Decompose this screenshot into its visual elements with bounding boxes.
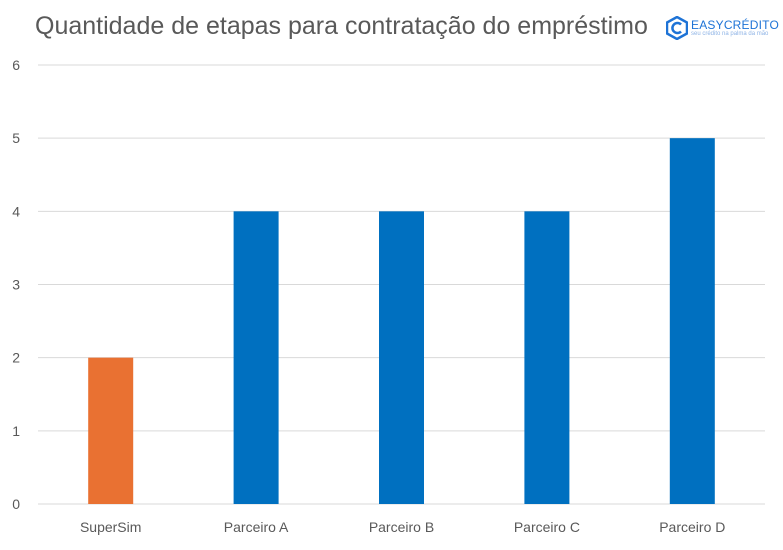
logo-hexagon-icon xyxy=(666,16,688,40)
logo-name: EASYCRÉDITO xyxy=(691,17,779,32)
x-tick-label: Parceiro C xyxy=(514,519,580,535)
x-tick-label: Parceiro D xyxy=(659,519,725,535)
logo-tagline: seu crédito na palma da mão xyxy=(691,30,769,37)
bar-parceiro-b xyxy=(379,211,424,505)
y-tick-label: 6 xyxy=(12,57,20,73)
bar-parceiro-d xyxy=(669,138,715,504)
bar-parceiro-a xyxy=(233,211,279,505)
y-tick-label: 0 xyxy=(12,496,20,512)
bar-supersim xyxy=(88,357,134,504)
x-tick-label: SuperSim xyxy=(80,519,141,535)
bar-parceiro-c xyxy=(524,211,570,505)
y-tick-label: 4 xyxy=(12,203,20,219)
x-tick-label: Parceiro B xyxy=(369,519,434,535)
y-tick-label: 1 xyxy=(12,423,20,439)
y-tick-label: 5 xyxy=(12,130,20,146)
chart-title: Quantidade de etapas para contratação do… xyxy=(35,12,648,40)
y-tick-label: 2 xyxy=(12,350,20,366)
easycredito-logo: EASYCRÉDITO seu crédito na palma da mão xyxy=(666,16,779,40)
y-tick-label: 3 xyxy=(12,277,20,293)
x-tick-label: Parceiro A xyxy=(224,519,289,535)
